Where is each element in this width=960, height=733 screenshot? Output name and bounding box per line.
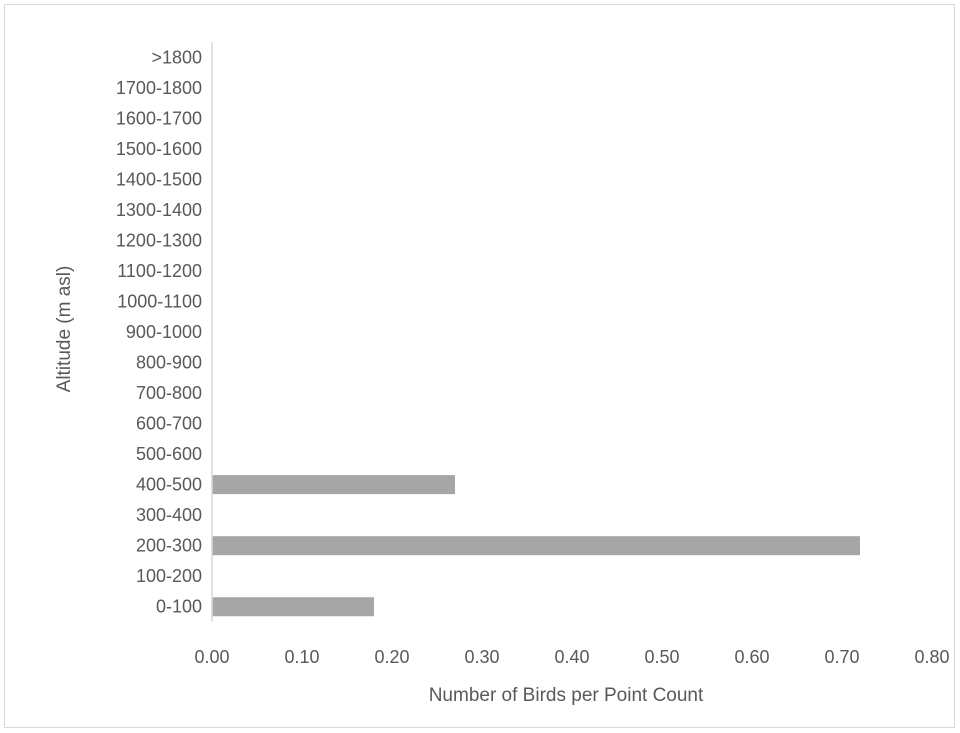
y-tick-label: >1800: [151, 47, 202, 67]
y-tick-label: 800-900: [136, 353, 202, 373]
y-tick-label: 300-400: [136, 505, 202, 525]
x-tick-label: 0.30: [464, 647, 499, 667]
bar-200-300: [212, 536, 860, 556]
x-tick-label: 0.10: [284, 647, 319, 667]
x-tick-label: 0.20: [374, 647, 409, 667]
x-tick-labels: 0.00 0.10 0.20 0.30 0.40 0.50 0.60 0.70 0.80: [194, 647, 949, 667]
x-tick-label: 0.50: [644, 647, 679, 667]
y-tick-label: 1000-1100: [117, 291, 202, 311]
y-tick-label: 500-600: [136, 444, 202, 464]
bar-0-100: [212, 597, 374, 617]
bar-400-500: [212, 475, 455, 495]
x-axis-title: Number of Birds per Point Count: [429, 685, 704, 706]
x-tick-label: 0.70: [824, 647, 859, 667]
y-tick-labels: 0-100 100-200 200-300 300-400 400-500 500-600…: [116, 47, 202, 616]
y-tick-label: 1400-1500: [116, 169, 202, 189]
x-tick-label: 0.60: [734, 647, 769, 667]
y-tick-label: 0-100: [156, 597, 202, 617]
y-tick-label: 1500-1600: [116, 139, 202, 159]
y-axis-title: Altitude (m asl): [54, 266, 75, 393]
y-tick-label: 1200-1300: [116, 230, 202, 250]
y-tick-label: 900-1000: [126, 322, 202, 342]
bars-layer: [212, 475, 860, 617]
y-tick-label: 1100-1200: [117, 261, 202, 281]
y-tick-label: 1700-1800: [116, 78, 202, 98]
y-tick-label: 400-500: [136, 475, 202, 495]
y-tick-label: 200-300: [136, 536, 202, 556]
y-tick-label: 700-800: [136, 383, 202, 403]
x-tick-label: 0.00: [194, 647, 229, 667]
chart-frame: [4, 4, 955, 728]
y-tick-label: 1600-1700: [116, 108, 202, 128]
y-tick-label: 100-200: [136, 566, 202, 586]
x-tick-label: 0.80: [914, 647, 949, 667]
x-tick-label: 0.40: [554, 647, 589, 667]
y-tick-label: 1300-1400: [116, 200, 202, 220]
y-tick-label: 600-700: [136, 414, 202, 434]
